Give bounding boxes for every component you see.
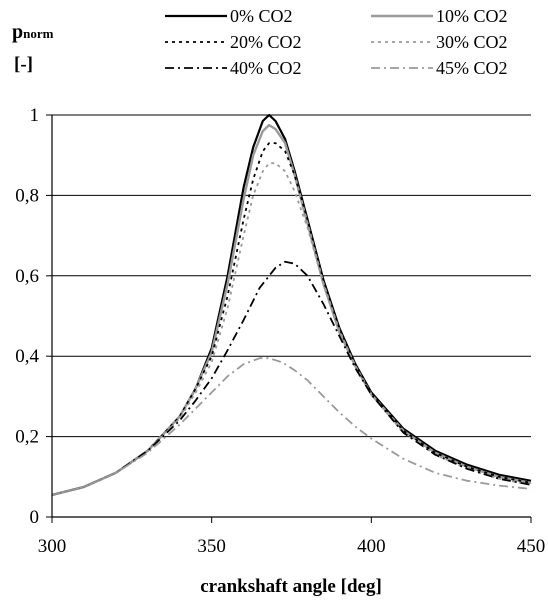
y-tick-label: 0,8 (15, 185, 39, 206)
y-tick-label: 0 (30, 507, 40, 528)
y-tick-label: 0,4 (15, 346, 39, 367)
series-line-2 (51, 142, 532, 496)
legend-label-0: 0% CO2 (230, 6, 293, 26)
series-line-1 (51, 123, 532, 497)
x-axis-label: crankshaft angle [deg] (200, 576, 382, 597)
legend-label-5: 45% CO2 (436, 58, 508, 78)
series-line-0 (51, 113, 532, 496)
grid-lines (52, 114, 531, 438)
legend: 0% CO2 10% CO2 20% CO2 30% CO2 40% CO2 45% CO… (165, 6, 508, 78)
series-line-3 (51, 162, 532, 496)
x-tick-label: 450 (517, 536, 546, 557)
legend-label-3: 30% CO2 (436, 32, 508, 52)
y-axis-label: pnorm (12, 21, 54, 43)
axes (46, 114, 532, 523)
legend-label-2: 20% CO2 (230, 32, 302, 52)
x-tick-label: 400 (357, 536, 386, 557)
y-tick-label: 1 (30, 105, 40, 126)
legend-label-4: 40% CO2 (230, 58, 302, 78)
x-tick-label: 300 (38, 536, 67, 557)
tick-labels: 0 0,2 0,4 0,6 0,8 1 300 350 400 450 (15, 105, 545, 557)
y-tick-label: 0,2 (15, 427, 39, 448)
y-tick-label: 0,6 (15, 266, 39, 287)
series-line-5 (51, 357, 532, 496)
y-axis-unit: [-] (14, 54, 33, 75)
series-line-4 (51, 260, 532, 496)
x-tick-label: 350 (197, 536, 226, 557)
legend-label-1: 10% CO2 (436, 6, 508, 26)
series-layer (51, 113, 532, 497)
